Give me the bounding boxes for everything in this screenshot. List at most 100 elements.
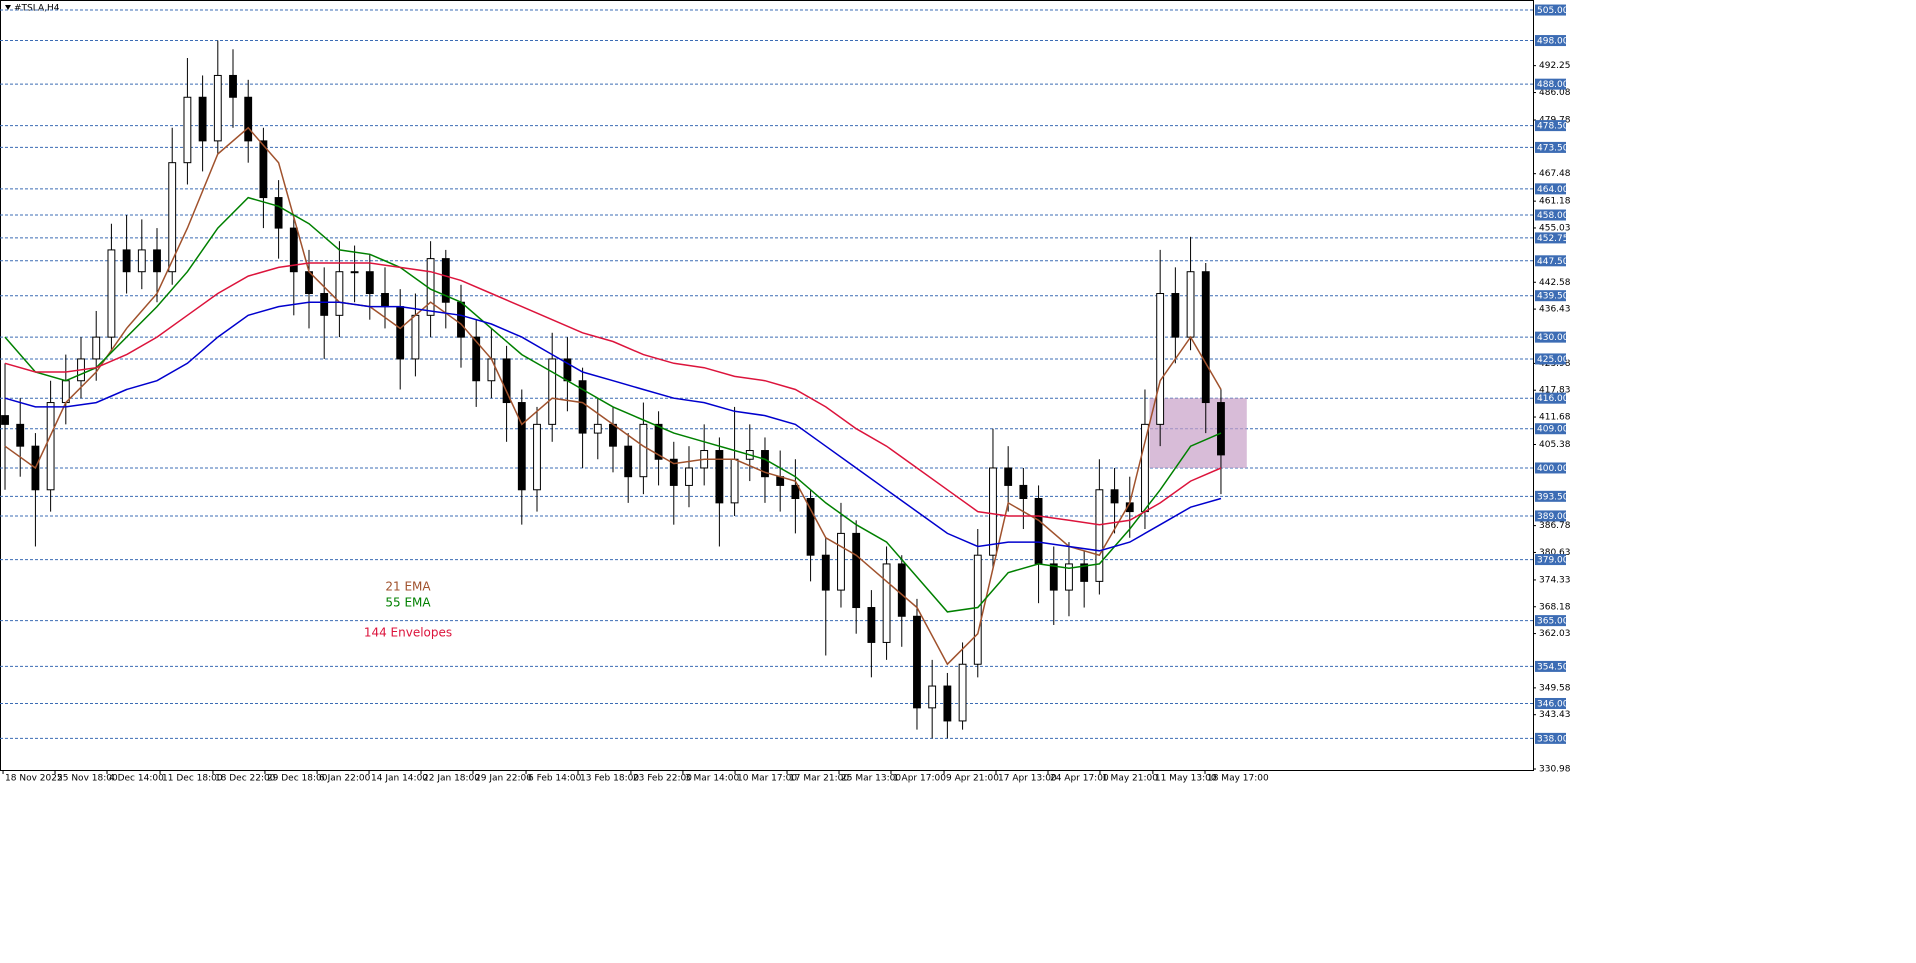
legend-label: 55 EMA: [385, 596, 431, 610]
candle-body: [669, 458, 678, 486]
candle-body: [533, 423, 541, 491]
y-tick-label: 411.68: [1539, 413, 1571, 423]
y-tick-label: 343.43: [1539, 710, 1571, 720]
candle-body: [791, 484, 800, 500]
indicator-line: [4, 126, 1222, 666]
level-label-box: [1535, 490, 1566, 502]
candle-body: [1141, 423, 1149, 513]
plot-frame: [0, 0, 1534, 771]
candle-body: [1156, 293, 1165, 425]
candle-body: [1049, 563, 1058, 591]
candle-body: [730, 458, 739, 504]
y-tick-label: 461.18: [1539, 197, 1571, 207]
candle-body: [92, 336, 101, 360]
x-tick-label: 22 Jan 18:00: [423, 774, 480, 784]
x-tick-label: 18 Dec 22:00: [215, 774, 276, 784]
candle-body: [517, 402, 526, 491]
x-tick-label: 25 Mar 13:00: [841, 774, 901, 784]
candle-body: [259, 140, 268, 199]
level-label-box: [1535, 232, 1566, 244]
legend-label: 144 Envelopes: [364, 626, 452, 640]
candle-body: [274, 197, 283, 229]
x-tick-label: 3 Mar 14:00: [685, 774, 740, 784]
candle-body: [1004, 467, 1013, 486]
legend-label: 21 EMA: [385, 580, 431, 594]
candle-body: [411, 314, 420, 360]
level-label-box: [1535, 423, 1566, 435]
x-tick-label: 18 Nov 2025: [5, 774, 63, 784]
candle-body: [609, 423, 617, 447]
candle-body: [365, 271, 374, 295]
x-tick-label: 11 Dec 18:00: [162, 774, 223, 784]
level-label-box: [1535, 290, 1566, 302]
x-tick-label: 1 May 21:00: [1102, 774, 1158, 784]
y-tick-label: 442.58: [1539, 278, 1571, 288]
candle-body: [46, 402, 55, 491]
candle-body: [1034, 498, 1043, 565]
level-label: 458.00: [1537, 211, 1569, 221]
candle-body: [928, 685, 937, 709]
candle-body: [441, 258, 450, 303]
level-label-box: [1535, 353, 1566, 365]
level-label-box: [1535, 392, 1566, 404]
level-label: 409.00: [1537, 425, 1569, 435]
indicator-line: [4, 301, 1222, 552]
level-label: 447.50: [1537, 257, 1569, 267]
candle-body: [654, 423, 663, 460]
x-tick-label: 6 Jan 22:00: [319, 774, 371, 784]
level-label: 430.00: [1537, 333, 1569, 343]
x-tick-label: 9 Apr 21:00: [946, 774, 999, 784]
level-label: 425.00: [1537, 355, 1569, 365]
level-label-box: [1535, 732, 1566, 744]
x-tick-label: 17 Mar 21:00: [789, 774, 849, 784]
level-label: 365.00: [1537, 617, 1569, 627]
symbol-menu-icon[interactable]: [5, 5, 11, 10]
candle-body: [320, 293, 329, 316]
level-label: 354.50: [1537, 662, 1569, 672]
level-label-box: [1535, 554, 1566, 566]
y-tick-label: 362.03: [1539, 629, 1571, 639]
level-label: 338.00: [1537, 734, 1569, 744]
candle-body: [913, 615, 921, 709]
candle-body: [1095, 489, 1104, 582]
level-label: 478.50: [1537, 122, 1569, 132]
level-label: 488.00: [1537, 80, 1569, 90]
candle-body: [289, 227, 298, 273]
candle-body: [624, 445, 633, 478]
y-tick-label: 467.48: [1539, 169, 1571, 179]
candle-body: [229, 74, 237, 98]
candle-body: [502, 358, 511, 404]
level-label-box: [1535, 120, 1566, 132]
candle-body: [852, 532, 861, 609]
candle-body: [213, 74, 222, 142]
candle-body: [882, 563, 891, 643]
level-label-box: [1535, 141, 1566, 153]
level-label: 393.50: [1537, 492, 1569, 502]
x-tick-label: 29 Dec 18:00: [267, 774, 328, 784]
level-label-box: [1535, 255, 1566, 267]
level-label: 439.50: [1537, 292, 1569, 302]
x-tick-label: 29 Jan 22:00: [475, 774, 532, 784]
candle-body: [1080, 563, 1089, 582]
level-label-box: [1535, 697, 1566, 709]
candle-body: [973, 554, 982, 665]
x-tick-label: 25 Nov 18:00: [57, 774, 118, 784]
x-tick-label: 13 Feb 18:00: [580, 774, 639, 784]
level-label: 464.00: [1537, 185, 1569, 195]
candle-body: [897, 563, 906, 617]
candle-body: [198, 96, 207, 142]
level-label-box: [1535, 78, 1566, 90]
x-tick-label: 24 Apr 17:00: [1050, 774, 1109, 784]
candle-body: [396, 306, 405, 360]
x-tick-label: 4 Dec 14:00: [109, 774, 164, 784]
x-tick-label: 14 Jan 14:00: [371, 774, 428, 784]
candle-body: [1186, 271, 1195, 338]
x-tick-label: 1 Apr 17:00: [893, 774, 946, 784]
x-tick-label: 18 May 17:00: [1207, 774, 1269, 784]
candle-body: [1171, 293, 1180, 338]
y-tick-label: 486.08: [1539, 88, 1571, 98]
level-label-box: [1535, 183, 1566, 195]
candle-body: [122, 249, 131, 273]
candle-body: [16, 423, 25, 447]
candle-body: [1110, 489, 1119, 504]
